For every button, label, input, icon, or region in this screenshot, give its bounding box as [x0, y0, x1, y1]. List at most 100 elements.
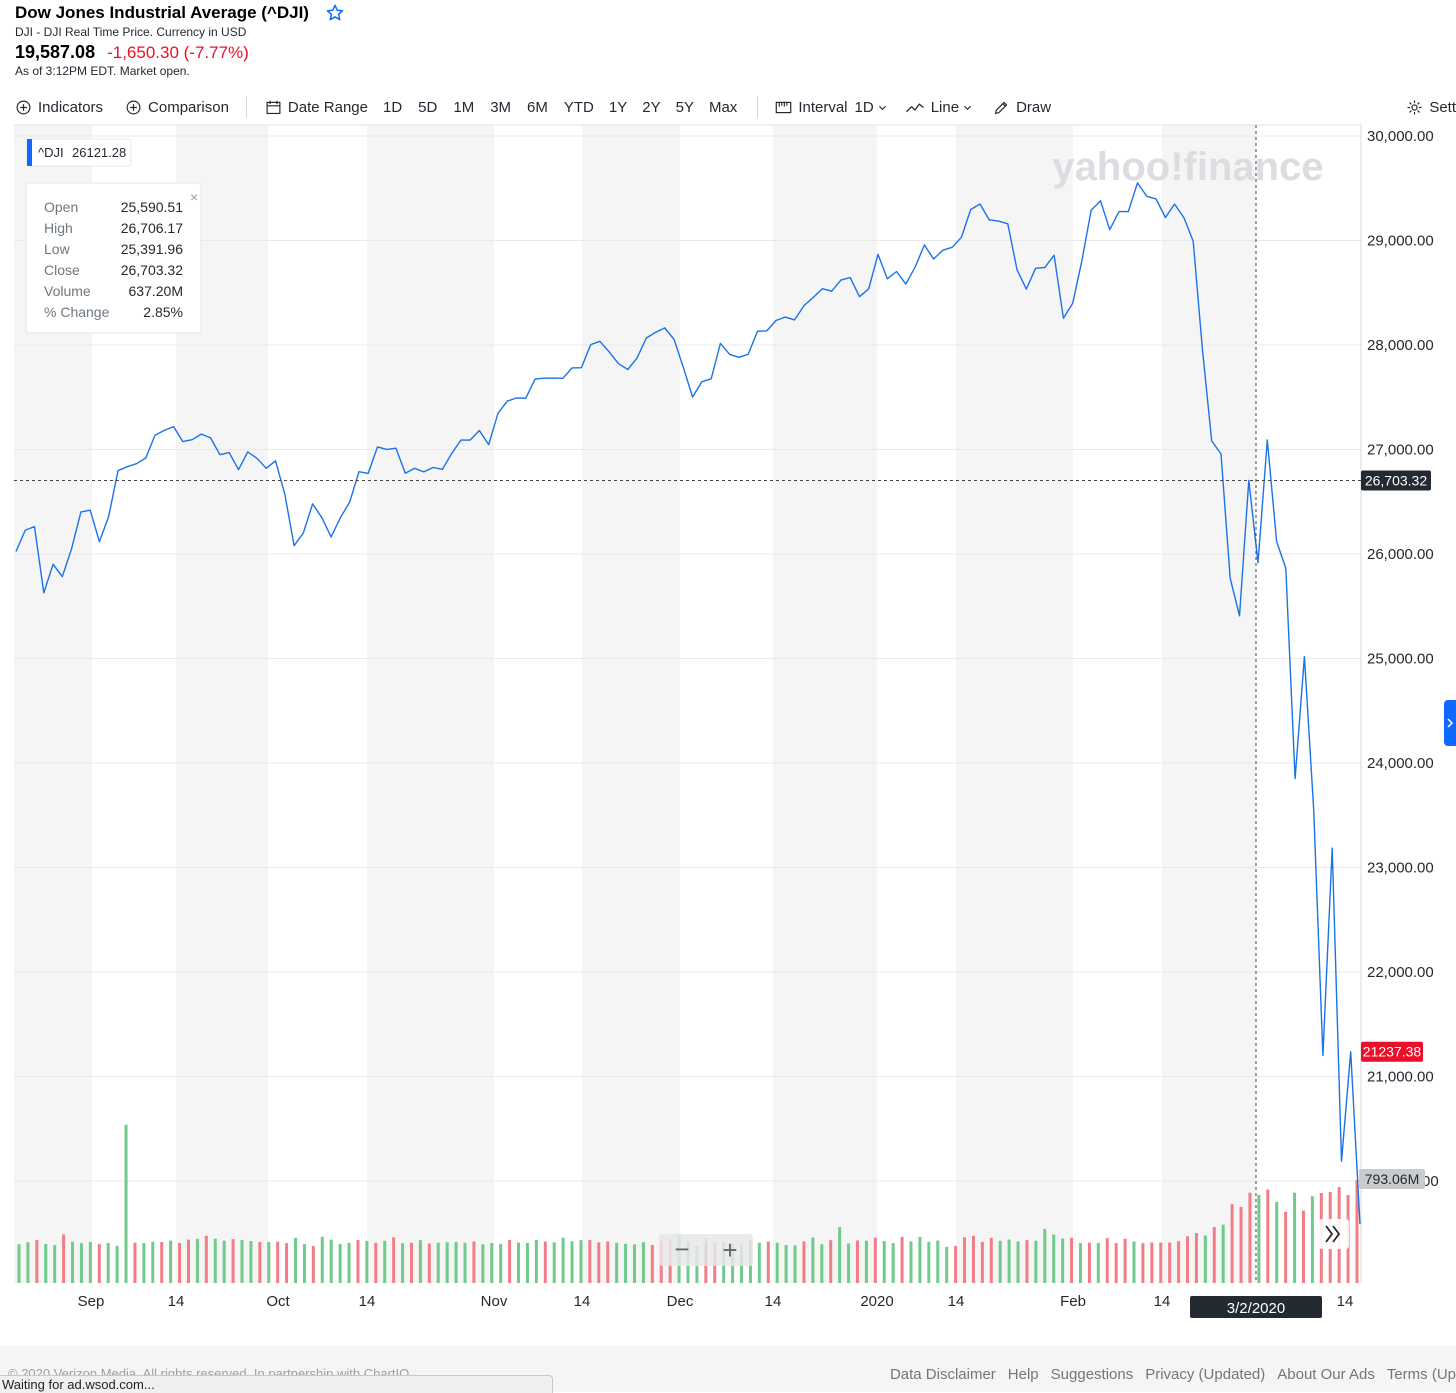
volume-bar — [1087, 1242, 1091, 1283]
month-band — [956, 125, 1073, 1283]
volume-bar — [1248, 1192, 1252, 1283]
interval-dropdown[interactable]: Interval 1D — [775, 99, 886, 116]
x-tick-label: Dec — [667, 1293, 694, 1310]
settings-button[interactable]: Sett — [1406, 99, 1456, 116]
x-tick-label: Sep — [78, 1293, 105, 1310]
footer-link-suggestions[interactable]: Suggestions — [1050, 1366, 1134, 1383]
volume-bar — [615, 1242, 619, 1283]
volume-bar — [820, 1244, 824, 1283]
volume-bar — [356, 1240, 360, 1283]
comparison-button[interactable]: Comparison — [125, 99, 229, 116]
tooltip-label: % Change — [44, 304, 110, 320]
volume-bar — [79, 1243, 83, 1283]
side-panel-toggle[interactable] — [1444, 700, 1456, 746]
zoom-out-button[interactable]: − — [674, 1234, 689, 1264]
footer-link-privacy[interactable]: Privacy (Updated) — [1145, 1366, 1266, 1383]
y-tick-label: 21,000.00 — [1367, 1069, 1434, 1086]
tooltip-value: 26,706.17 — [121, 220, 183, 236]
range-5d[interactable]: 5D — [418, 98, 438, 116]
volume-bar — [1123, 1238, 1127, 1283]
volume-bar — [1043, 1228, 1047, 1283]
close-icon[interactable]: × — [190, 189, 198, 205]
volume-bar — [445, 1242, 449, 1283]
volume-bar — [240, 1239, 244, 1283]
tooltip-label: Open — [44, 199, 78, 215]
volume-bar — [1301, 1210, 1305, 1283]
month-bands — [14, 125, 1256, 1283]
volume-bar — [891, 1243, 895, 1283]
zoom-in-button[interactable]: + — [722, 1235, 737, 1265]
volume-bar — [802, 1241, 806, 1283]
volume-bar — [160, 1242, 164, 1283]
range-2y[interactable]: 2Y — [642, 98, 661, 116]
volume-bar — [267, 1242, 271, 1283]
month-band — [1162, 125, 1256, 1283]
volume-bar — [632, 1244, 636, 1283]
draw-button[interactable]: Draw — [993, 99, 1051, 116]
volume-bar — [811, 1237, 815, 1283]
indicators-button[interactable]: Indicators — [15, 99, 103, 116]
volume-bar — [151, 1241, 155, 1283]
volume-bar — [757, 1242, 761, 1283]
range-1y[interactable]: 1Y — [608, 98, 628, 116]
quote-header: Dow Jones Industrial Average (^DJI) DJI … — [15, 0, 345, 78]
volume-bar — [347, 1242, 351, 1283]
price-chart[interactable]: yahoo!finance 30,000.00 29,000.00 28,000.0… — [0, 122, 1456, 1346]
x-tick-label: 14 — [1154, 1293, 1171, 1310]
volume-bars — [17, 1124, 1359, 1283]
volume-bar — [1159, 1242, 1163, 1283]
chevron-down-icon — [878, 105, 886, 110]
footer-link-data-disclaimer[interactable]: Data Disclaimer — [889, 1366, 996, 1383]
range-3m[interactable]: 3M — [490, 98, 512, 116]
volume-bar — [320, 1236, 324, 1283]
volume-bar — [909, 1241, 913, 1283]
footer-link-terms[interactable]: Terms (Up — [1386, 1366, 1456, 1383]
browser-status-bar: Waiting for ad.wsod.com... — [0, 1375, 553, 1393]
tooltip-value: 25,391.96 — [121, 241, 183, 257]
svg-text:26,703.32: 26,703.32 — [1365, 473, 1427, 489]
tooltip-value: 2.85% — [143, 304, 183, 320]
series-legend[interactable]: ^DJI 26121.28 — [26, 138, 132, 167]
volume-bar — [195, 1238, 199, 1283]
volume-bar — [1025, 1240, 1029, 1283]
scroll-to-latest-button[interactable] — [1319, 1219, 1349, 1249]
volume-bar — [1177, 1241, 1181, 1283]
volume-bar — [508, 1240, 512, 1283]
range-1m[interactable]: 1M — [453, 98, 475, 116]
zoom-controls: − + — [659, 1234, 753, 1266]
volume-bar — [427, 1243, 431, 1283]
volume-bar — [606, 1241, 610, 1283]
crosshair-price-label: 26,703.32 — [1361, 470, 1431, 491]
toolbar-divider — [245, 96, 247, 118]
toolbar-divider — [757, 96, 759, 118]
volume-bar — [490, 1242, 494, 1283]
range-6m[interactable]: 6M — [527, 98, 548, 116]
volume-bar — [641, 1242, 645, 1283]
volume-bar — [1132, 1241, 1136, 1283]
volume-bar — [53, 1245, 57, 1283]
x-tick-label: 14 — [765, 1293, 782, 1310]
range-ytd[interactable]: YTD — [563, 98, 594, 116]
range-1d[interactable]: 1D — [382, 98, 403, 116]
volume-bar — [1007, 1239, 1011, 1283]
footer-link-help[interactable]: Help — [1007, 1366, 1039, 1383]
month-band — [773, 125, 877, 1283]
volume-bar — [365, 1240, 369, 1283]
y-tick-label: 28,000.00 — [1367, 337, 1434, 354]
volume-bar — [88, 1242, 92, 1283]
range-5y[interactable]: 5Y — [675, 98, 694, 116]
volume-bar — [517, 1242, 521, 1283]
volume-bar — [1141, 1243, 1145, 1283]
plus-circle-icon — [126, 100, 141, 114]
volume-bar — [534, 1239, 538, 1283]
month-band — [367, 125, 494, 1283]
chart-type-dropdown[interactable]: Line — [905, 99, 972, 116]
volume-bar — [1114, 1243, 1118, 1283]
footer-link-about-ads[interactable]: About Our Ads — [1277, 1366, 1375, 1383]
star-icon[interactable] — [325, 3, 345, 23]
x-tick-label: Nov — [481, 1293, 508, 1310]
x-tick-label: 2020 — [860, 1293, 893, 1310]
range-max[interactable]: Max — [708, 98, 738, 116]
date-range-button[interactable]: Date Range — [265, 99, 368, 116]
tooltip-label: Close — [44, 262, 80, 278]
